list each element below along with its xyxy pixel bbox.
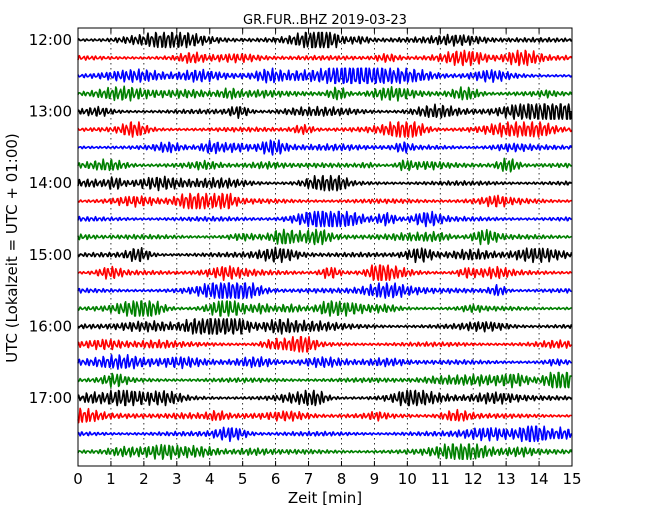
trace-line-0 xyxy=(77,31,573,49)
trace-line-13 xyxy=(77,264,573,281)
seismogram-traces xyxy=(77,31,573,460)
x-tick-label: 7 xyxy=(304,470,314,488)
x-tick-label: 11 xyxy=(431,470,450,488)
x-tick-label: 12 xyxy=(464,470,483,488)
trace-line-2 xyxy=(77,67,573,85)
trace-line-17 xyxy=(77,336,573,353)
trace-line-22 xyxy=(77,425,573,443)
trace-line-3 xyxy=(77,85,573,102)
y-tick-label: 12:00 xyxy=(29,31,72,49)
trace-line-4 xyxy=(77,103,573,120)
trace-line-9 xyxy=(77,192,572,210)
x-tick-label: 9 xyxy=(370,470,380,488)
y-tick-label: 16:00 xyxy=(29,317,72,335)
x-tick-label: 4 xyxy=(205,470,215,488)
trace-line-20 xyxy=(77,389,573,407)
trace-line-5 xyxy=(77,121,573,138)
trace-line-16 xyxy=(77,318,573,335)
plot-frame xyxy=(77,27,573,467)
trace-line-14 xyxy=(77,282,572,299)
trace-line-23 xyxy=(77,443,573,460)
trace-line-19 xyxy=(77,371,572,389)
x-tick-label: 14 xyxy=(530,470,549,488)
x-tick-label: 6 xyxy=(271,470,281,488)
y-tick-label: 14:00 xyxy=(29,174,72,192)
x-tick-label: 13 xyxy=(497,470,516,488)
y-tick-label: 15:00 xyxy=(29,246,72,264)
x-tick-label: 0 xyxy=(73,470,83,488)
trace-line-12 xyxy=(77,246,573,264)
trace-line-11 xyxy=(77,228,572,246)
trace-line-18 xyxy=(77,354,573,370)
x-tick-label: 5 xyxy=(238,470,248,488)
trace-line-1 xyxy=(77,49,573,67)
trace-line-7 xyxy=(77,157,573,173)
trace-line-21 xyxy=(77,407,572,424)
trace-line-10 xyxy=(77,210,573,228)
x-tick-label: 1 xyxy=(106,470,116,488)
y-tick-label: 13:00 xyxy=(29,103,72,121)
x-tick-label: 8 xyxy=(337,470,347,488)
trace-line-15 xyxy=(77,300,572,317)
x-tick-label: 2 xyxy=(139,470,149,488)
x-axis-label: Zeit [min] xyxy=(288,489,362,507)
x-tick-label: 10 xyxy=(398,470,417,488)
x-tick-label: 15 xyxy=(562,470,581,488)
trace-line-6 xyxy=(77,139,573,156)
y-axis-label: UTC (Lokalzeit = UTC + 01:00) xyxy=(3,133,21,363)
trace-line-8 xyxy=(77,174,573,192)
chart-title: GR.FUR..BHZ 2019-03-23 xyxy=(243,13,407,28)
x-tick-label: 3 xyxy=(172,470,182,488)
y-tick-label: 17:00 xyxy=(29,389,72,407)
x-axis-ticks: 0 1 2 3 4 5 6 7 8 9 10 11 12 13 14 15 xyxy=(73,28,582,488)
y-axis-ticks: 12:00 13:00 14:00 15:00 16:00 17:00 xyxy=(29,31,572,407)
